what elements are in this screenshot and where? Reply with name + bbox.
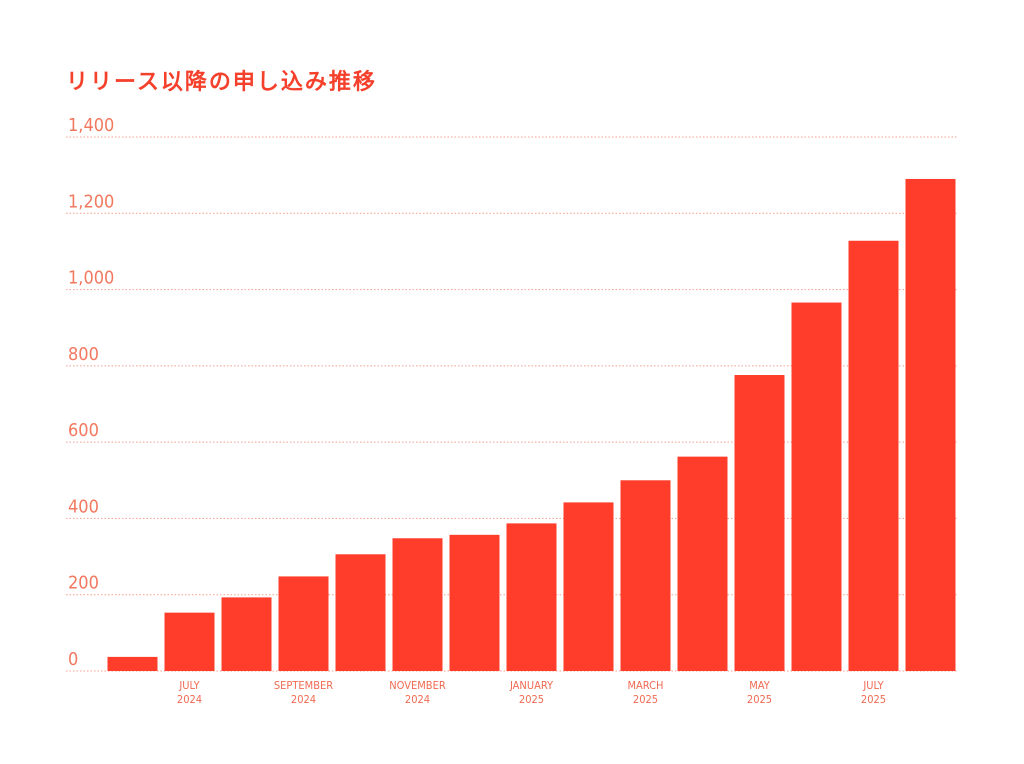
x-tick-month: JANUARY [509,679,554,692]
y-tick-label: 600 [68,420,99,441]
bar [335,554,386,671]
bar [506,523,557,671]
bar [734,375,785,671]
bar [848,240,899,671]
x-tick-month: JULY [862,679,884,692]
x-tick-month: SEPTEMBER [274,679,333,692]
y-tick-label: 800 [68,344,99,365]
x-tick-month: MARCH [628,679,664,692]
y-tick-label: 0 [68,649,78,670]
y-tick-label: 200 [68,573,99,594]
chart-title: リリース以降の申し込み推移 [66,70,377,95]
y-tick-label: 400 [68,496,99,517]
bar [107,656,158,671]
bar [164,612,215,671]
bar [449,534,500,671]
bar [392,538,443,671]
bar [791,302,842,671]
x-axis-ticks: JULY2024SEPTEMBER2024NOVEMBER2024JANUARY… [177,679,886,706]
x-tick-year: 2024 [177,693,202,706]
y-tick-label: 1,000 [68,268,114,289]
x-tick-month: MAY [749,679,770,692]
bar [221,597,272,671]
bar [278,576,329,671]
y-tick-label: 1,200 [68,191,114,212]
x-tick-year: 2024 [405,693,430,706]
x-tick-year: 2025 [861,693,886,706]
bars [107,178,956,671]
bar [563,502,614,671]
x-tick-year: 2024 [291,693,316,706]
bar [905,178,956,671]
x-tick-month: NOVEMBER [389,679,446,692]
bar [677,456,728,671]
x-tick-year: 2025 [633,693,658,706]
y-tick-label: 1,400 [68,115,114,136]
x-tick-year: 2025 [519,693,544,706]
x-tick-month: JULY [178,679,200,692]
y-axis-ticks: 0 200 400 600 800 1,000 1,200 1,400 [68,115,114,670]
bar [620,480,671,671]
x-tick-year: 2025 [747,693,772,706]
